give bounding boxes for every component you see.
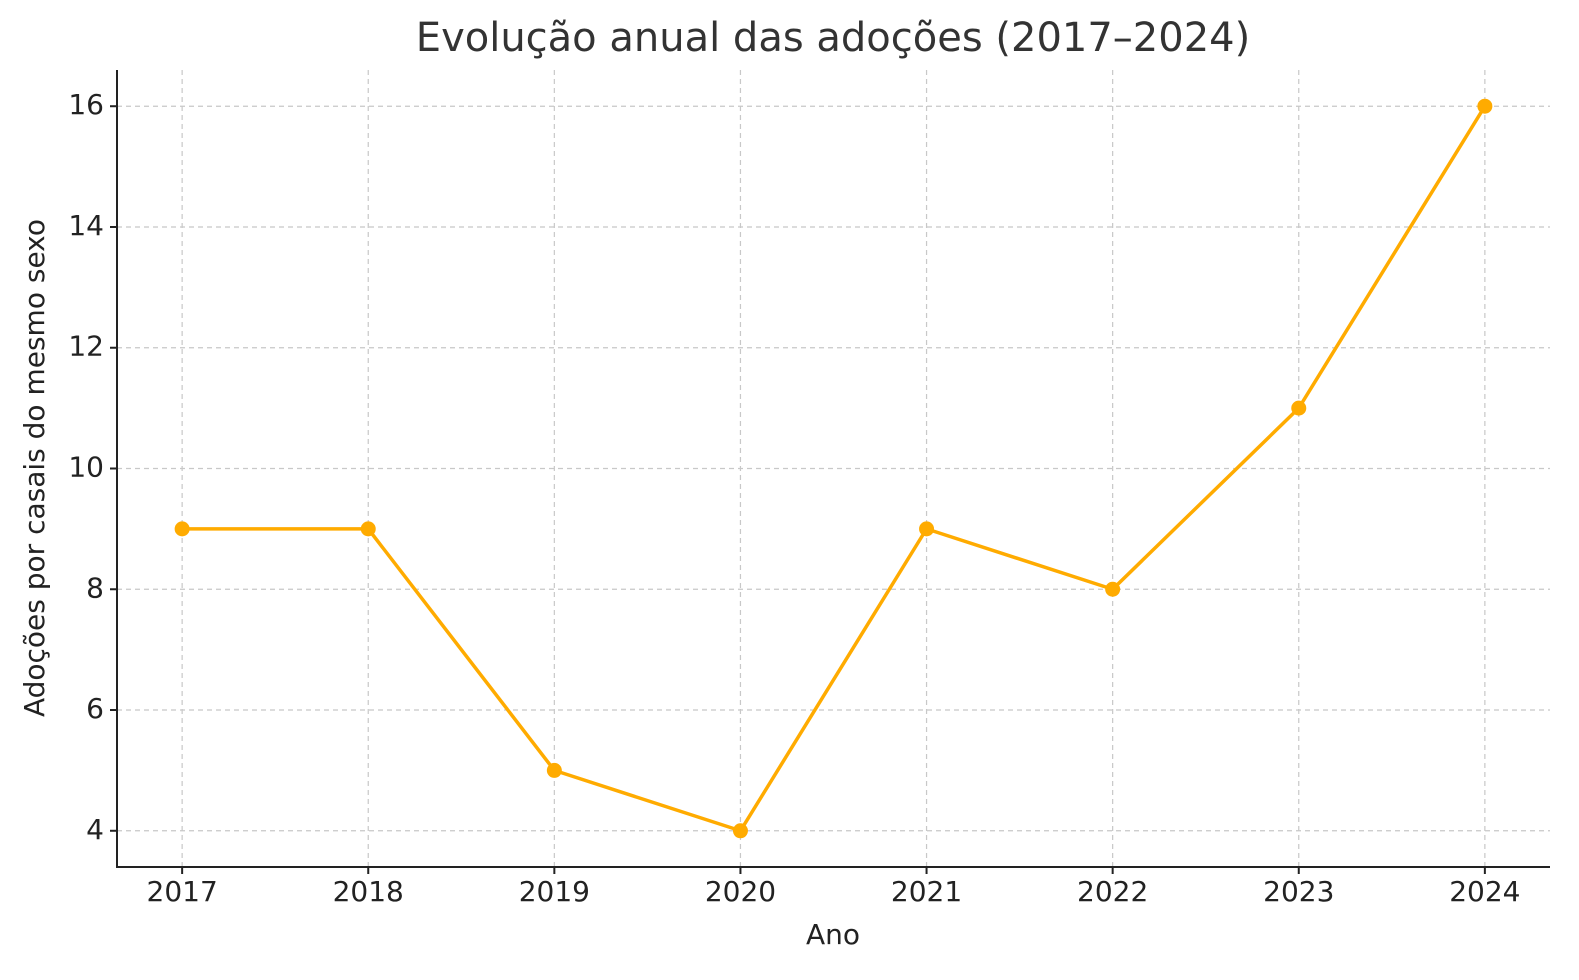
chart-title: Evolução anual das adoções (2017–2024) bbox=[416, 15, 1250, 61]
y-axis-label: Adoções por casais do mesmo sexo bbox=[18, 219, 51, 717]
point bbox=[919, 521, 935, 537]
x-tick-label: 2019 bbox=[519, 875, 590, 908]
series-line bbox=[182, 105, 1487, 833]
x-tick-label: 2017 bbox=[147, 875, 218, 908]
point bbox=[360, 521, 376, 537]
y-tick-label: 14 bbox=[68, 209, 104, 242]
point bbox=[174, 521, 190, 537]
point bbox=[1477, 98, 1493, 114]
x-tick-label: 2023 bbox=[1263, 875, 1334, 908]
y-tick-label: 12 bbox=[68, 330, 104, 363]
point bbox=[1291, 400, 1307, 416]
x-tick-label: 2022 bbox=[1077, 875, 1148, 908]
x-tick-label: 2021 bbox=[891, 875, 962, 908]
point bbox=[546, 762, 562, 778]
point bbox=[732, 823, 748, 839]
x-tick-label: 2020 bbox=[705, 875, 776, 908]
x-tick-label: 2018 bbox=[333, 875, 404, 908]
x-axis-label: Ano bbox=[806, 918, 860, 951]
y-tick-label: 8 bbox=[86, 571, 104, 604]
y-tick-label: 4 bbox=[86, 813, 104, 846]
y-tick-label: 6 bbox=[86, 692, 104, 725]
y-tick-label: 16 bbox=[68, 88, 104, 121]
point bbox=[1105, 581, 1121, 597]
x-tick-label: 2024 bbox=[1449, 875, 1520, 908]
y-tick-label: 10 bbox=[68, 451, 104, 484]
